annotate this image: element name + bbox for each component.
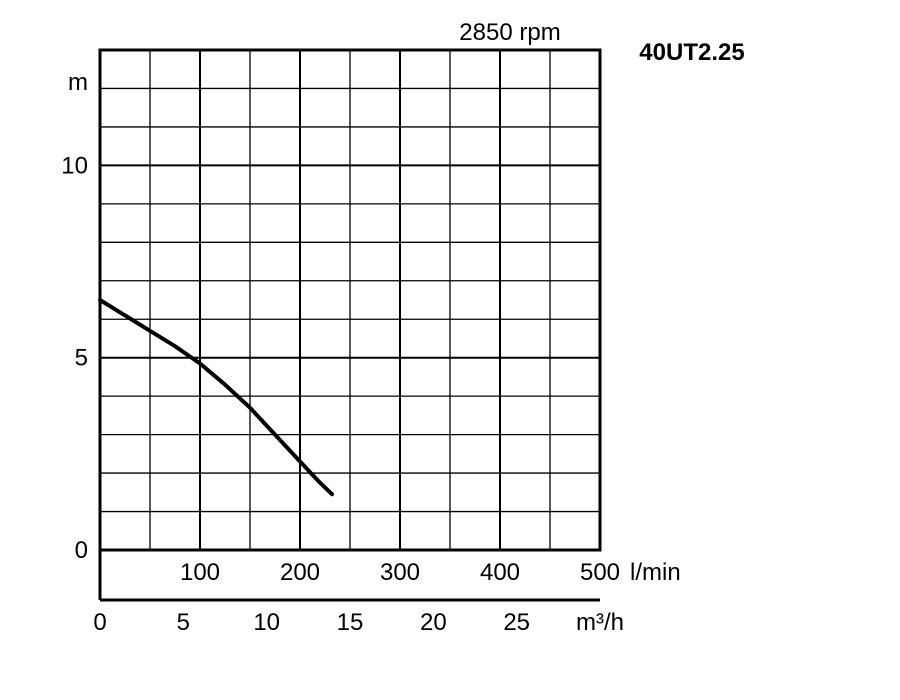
y-tick-label: 0 xyxy=(75,537,88,564)
x-tick-label-secondary: 5 xyxy=(177,609,190,636)
y-tick-label: 5 xyxy=(75,345,88,372)
x-tick-label-primary: 200 xyxy=(280,559,320,586)
x-tick-label-primary: 300 xyxy=(380,559,420,586)
x-tick-label-primary: 400 xyxy=(480,559,520,586)
series-group xyxy=(98,298,334,497)
x-tick-label-secondary: 25 xyxy=(503,609,530,636)
x-tick-label-secondary: 15 xyxy=(337,609,364,636)
x-tick-label-secondary: 20 xyxy=(420,609,447,636)
x-unit-primary-label: l/min xyxy=(630,559,681,586)
x-tick-label-secondary: 0 xyxy=(93,609,106,636)
y-unit-label: m xyxy=(68,69,88,96)
x-tick-label-primary: 100 xyxy=(180,559,220,586)
speed-label: 2850 rpm xyxy=(459,19,560,46)
tick-labels: 0 5 10 100 200 300 400 500 0 5 10 15 20 25 xyxy=(61,152,620,636)
y-tick-label: 10 xyxy=(61,152,88,179)
x-tick-label-secondary: 10 xyxy=(253,609,280,636)
chart-grid xyxy=(100,50,600,550)
x-tick-label-primary: 500 xyxy=(580,559,620,586)
performance-curve-line xyxy=(98,298,334,497)
model-label: 40UT2.25 xyxy=(639,39,744,66)
x-unit-secondary-label: m³/h xyxy=(576,609,624,636)
